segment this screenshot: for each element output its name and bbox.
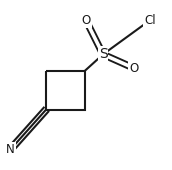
Text: O: O xyxy=(129,62,138,74)
Text: S: S xyxy=(99,47,107,61)
Text: Cl: Cl xyxy=(144,14,155,27)
Text: O: O xyxy=(81,14,91,27)
Text: N: N xyxy=(6,143,15,156)
